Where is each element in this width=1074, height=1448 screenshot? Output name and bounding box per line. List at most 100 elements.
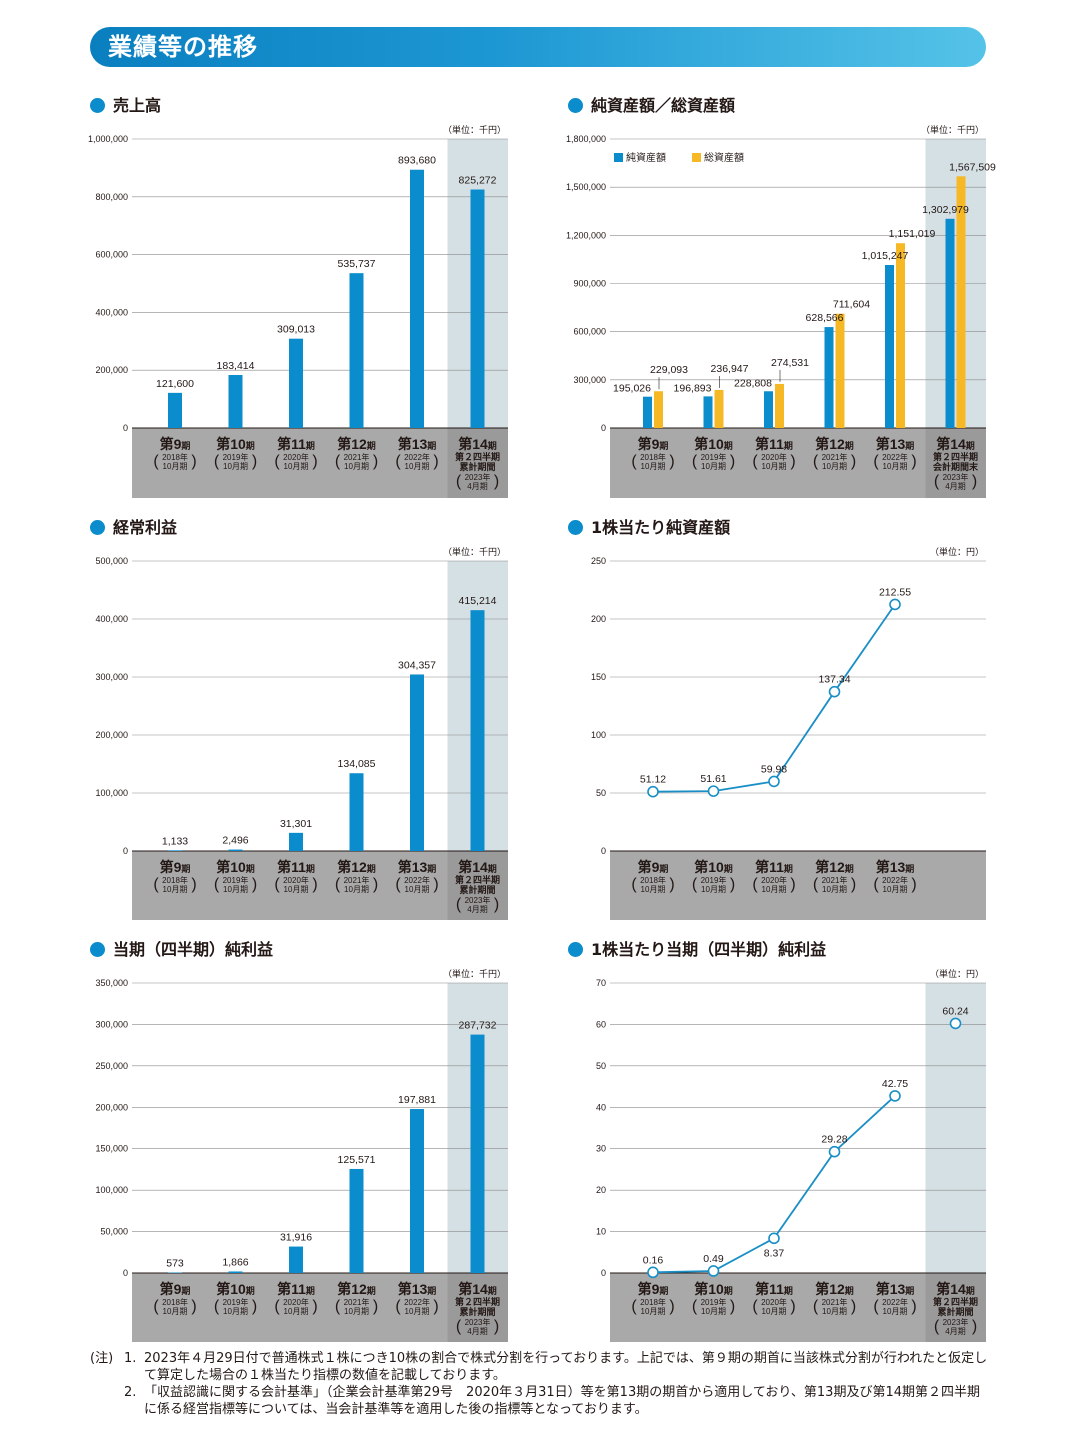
period-label: 第9期 bbox=[638, 436, 669, 452]
period-label: 第13期 bbox=[876, 1281, 915, 1297]
period-sub-label: 2022年 bbox=[882, 875, 908, 885]
period-sub-label: 2022年 bbox=[882, 452, 908, 462]
data-label: 0.49 bbox=[703, 1253, 724, 1265]
bracket-right: ) bbox=[373, 1298, 378, 1315]
bar bbox=[349, 273, 364, 428]
period-label: 第13期 bbox=[398, 859, 437, 875]
period-label: 第11期 bbox=[755, 1281, 793, 1297]
unit-label: （単位：千円） bbox=[443, 546, 506, 557]
bullet-icon bbox=[90, 942, 105, 957]
chart-title-net-income: 当期（四半期）純利益 bbox=[90, 936, 273, 960]
period-sub-label: 10月期 bbox=[163, 462, 188, 471]
period-sub-label: 10月期 bbox=[344, 885, 369, 894]
period-sub-label: 2020年 bbox=[283, 875, 309, 885]
y-tick-label: 200,000 bbox=[95, 365, 128, 375]
period-label: 第9期 bbox=[160, 1281, 191, 1297]
period-sub-label: 2023年 bbox=[943, 1317, 969, 1327]
bar bbox=[349, 1168, 364, 1273]
period-sub-label: 10月期 bbox=[163, 1307, 188, 1316]
period-label: 第9期 bbox=[638, 859, 669, 875]
bracket-left: ( bbox=[153, 876, 159, 893]
bracket-left: ( bbox=[873, 453, 879, 470]
y-tick-label: 0 bbox=[123, 846, 128, 856]
period-label: 第13期 bbox=[876, 859, 915, 875]
period-label: 第12期 bbox=[337, 859, 376, 875]
bracket-left: ( bbox=[873, 1298, 879, 1315]
period-sub-label: 2018年 bbox=[640, 452, 666, 462]
y-tick-label: 200,000 bbox=[95, 730, 128, 740]
category-band bbox=[132, 851, 508, 920]
y-tick-label: 70 bbox=[596, 978, 606, 988]
data-label: 1,151,019 bbox=[889, 228, 936, 240]
bracket-right: ) bbox=[911, 876, 916, 893]
data-label: 183,414 bbox=[217, 360, 255, 372]
data-point bbox=[889, 598, 901, 611]
bracket-left: ( bbox=[752, 453, 758, 470]
bracket-right: ) bbox=[312, 876, 317, 893]
bracket-right: ) bbox=[669, 876, 674, 893]
data-point bbox=[828, 685, 841, 698]
series-line bbox=[652, 1095, 896, 1274]
period-sub-label: 2019年 bbox=[701, 1297, 727, 1307]
period-sub-label: 10月期 bbox=[223, 462, 248, 471]
period-sub-label: 2022年 bbox=[404, 1297, 430, 1307]
legend-label: 総資産額 bbox=[704, 151, 744, 164]
y-tick-label: 350,000 bbox=[95, 978, 128, 988]
period-sub-label: 2021年 bbox=[344, 875, 370, 885]
data-label: 1,133 bbox=[162, 835, 188, 847]
period-sub-label: 10月期 bbox=[822, 885, 847, 894]
period-sub-label: 10月期 bbox=[344, 462, 369, 471]
period-sub-label: 2020年 bbox=[283, 1297, 309, 1307]
data-label: 59.98 bbox=[761, 763, 787, 775]
data-label: 287,732 bbox=[459, 1020, 497, 1032]
bar bbox=[168, 392, 182, 428]
bracket-right: ) bbox=[252, 1298, 257, 1315]
category-band bbox=[132, 428, 508, 498]
legend-swatch bbox=[692, 153, 701, 162]
y-tick-label: 400,000 bbox=[95, 307, 128, 317]
period-label: 第10期 bbox=[216, 1281, 255, 1297]
bracket-right: ) bbox=[911, 453, 916, 470]
period-label: 第11期 bbox=[277, 436, 315, 452]
legend-label: 純資産額 bbox=[626, 151, 666, 164]
y-tick-label: 0 bbox=[601, 846, 606, 856]
bracket-right: ) bbox=[730, 1298, 735, 1315]
bracket-left: ( bbox=[456, 896, 462, 913]
period-sub-label: 2018年 bbox=[162, 452, 188, 462]
data-label: 51.12 bbox=[640, 774, 666, 786]
period-sub-label: 2022年 bbox=[404, 452, 430, 462]
bracket-left: ( bbox=[274, 453, 280, 470]
y-tick-label: 250 bbox=[591, 556, 606, 566]
footnote-number: 2. bbox=[124, 1385, 137, 1400]
period-sub-label: 2022年 bbox=[404, 875, 430, 885]
bracket-left: ( bbox=[395, 453, 401, 470]
bracket-right: ) bbox=[669, 1298, 674, 1315]
period-sub-label: 2019年 bbox=[223, 452, 249, 462]
period-label: 第14期 bbox=[458, 1281, 497, 1297]
period-extra-label: 第２四半期 bbox=[933, 451, 978, 462]
bracket-left: ( bbox=[752, 876, 758, 893]
period-sub-label: 2020年 bbox=[283, 452, 309, 462]
data-label: 51.61 bbox=[700, 773, 726, 785]
bar bbox=[228, 1271, 243, 1273]
bracket-right: ) bbox=[730, 453, 735, 470]
y-tick-label: 800,000 bbox=[95, 192, 128, 202]
period-sub-label: 10月期 bbox=[641, 885, 666, 894]
period-sub-label: 10月期 bbox=[223, 885, 248, 894]
data-label: 893,680 bbox=[398, 155, 436, 167]
chart-title-ordinary-profit: 経常利益 bbox=[90, 514, 177, 538]
y-tick-label: 100,000 bbox=[95, 788, 128, 798]
bracket-left: ( bbox=[456, 1318, 462, 1335]
period-sub-label: 2018年 bbox=[640, 875, 666, 885]
bracket-right: ) bbox=[191, 876, 196, 893]
data-point bbox=[768, 775, 780, 788]
bar-net-assets bbox=[764, 391, 773, 428]
data-label: 228,808 bbox=[734, 377, 772, 389]
bracket-right: ) bbox=[433, 1298, 438, 1315]
period-sub-label: 2018年 bbox=[162, 875, 188, 885]
bracket-right: ) bbox=[494, 1318, 499, 1335]
bar bbox=[289, 1246, 303, 1273]
period-sub-label: 4月期 bbox=[945, 1327, 965, 1336]
y-tick-label: 200 bbox=[591, 614, 606, 624]
period-label: 第9期 bbox=[638, 1281, 669, 1297]
